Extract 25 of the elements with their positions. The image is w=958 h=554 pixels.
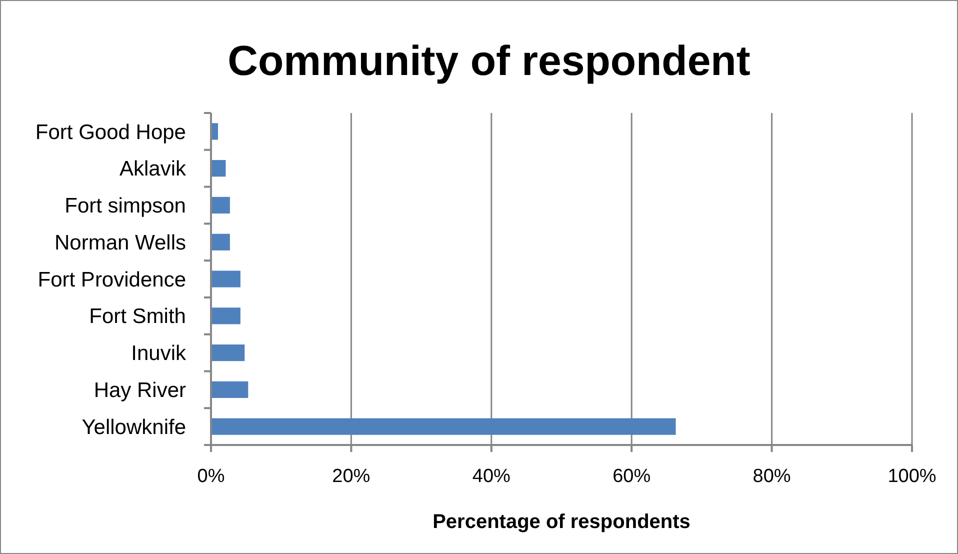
y-tick-label: Norman Wells bbox=[54, 231, 186, 254]
y-tick-label: Aklavik bbox=[119, 158, 186, 181]
bar bbox=[211, 344, 245, 362]
x-tick-label: 100% bbox=[888, 466, 936, 487]
chart-title: Community of respondent bbox=[228, 37, 750, 84]
x-tick-label: 0% bbox=[197, 466, 225, 487]
y-tick-label: Fort Smith bbox=[89, 305, 186, 328]
bar bbox=[211, 270, 240, 288]
x-tick-label: 20% bbox=[332, 466, 370, 487]
x-axis-title: Percentage of respondents bbox=[432, 511, 690, 533]
bar bbox=[211, 381, 248, 398]
x-tick-label: 80% bbox=[752, 466, 791, 487]
y-tick-label: Fort Providence bbox=[38, 268, 186, 292]
bar bbox=[211, 160, 226, 177]
bar bbox=[211, 234, 230, 250]
y-tick-label: Hay River bbox=[94, 379, 186, 402]
bar bbox=[211, 308, 240, 324]
x-tick-label: 40% bbox=[472, 466, 511, 487]
bar bbox=[211, 418, 676, 435]
y-tick-label: Fort Good Hope bbox=[35, 120, 186, 144]
x-tick-label: 60% bbox=[612, 466, 651, 487]
y-tick-label: Fort simpson bbox=[64, 194, 186, 218]
y-tick-label: Yellowknife bbox=[82, 416, 186, 439]
bar bbox=[211, 196, 230, 214]
y-tick-label: Inuvik bbox=[131, 342, 186, 366]
